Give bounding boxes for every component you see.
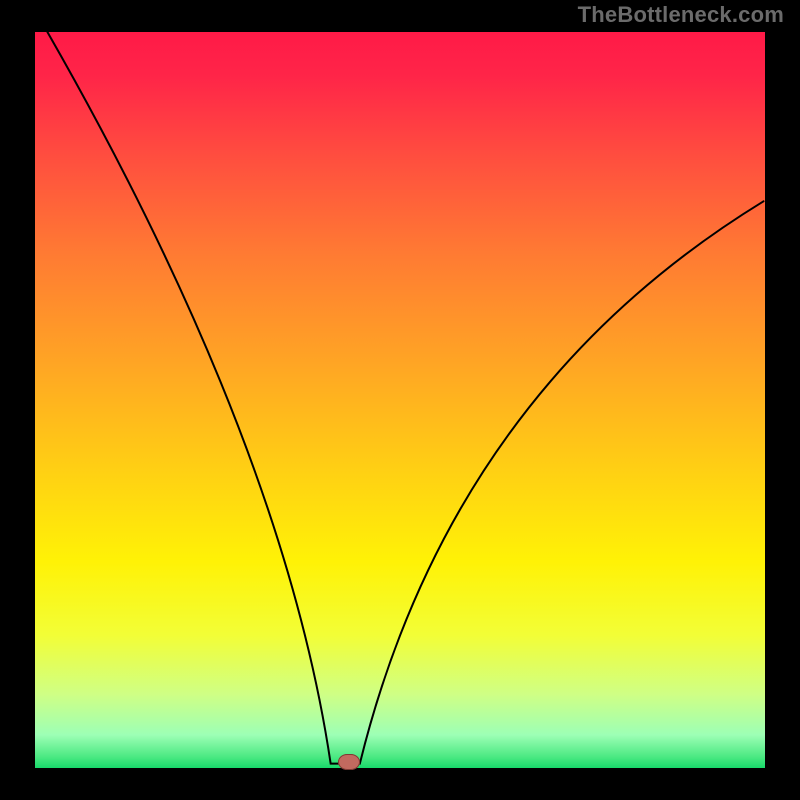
watermark-text: TheBottleneck.com <box>578 2 784 28</box>
chart-background-gradient <box>35 32 765 768</box>
bottleneck-chart <box>35 32 765 768</box>
chart-outer-frame: TheBottleneck.com <box>0 0 800 800</box>
minimum-marker <box>338 754 360 770</box>
